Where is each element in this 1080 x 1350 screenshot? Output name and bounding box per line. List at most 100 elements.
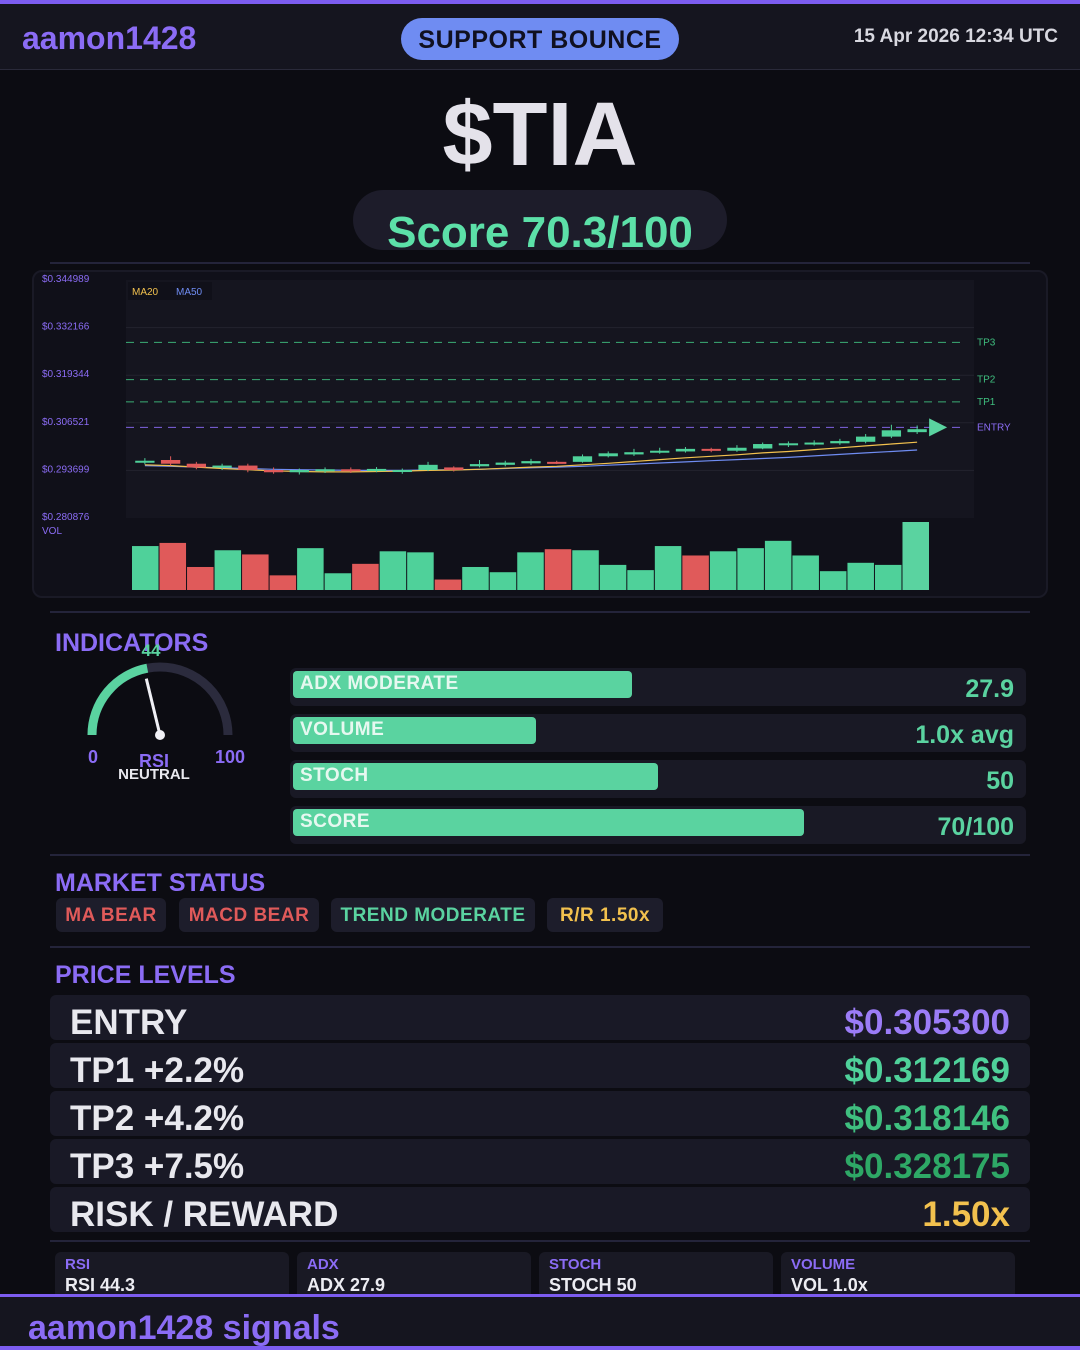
indicator-bar-fill (293, 809, 804, 836)
volume-bar (792, 555, 819, 590)
level-row-risk-reward: RISK / REWARD 1.50x (50, 1187, 1030, 1232)
rsi-gauge-hub (155, 730, 165, 740)
level-value: $0.312169 (844, 1051, 1010, 1088)
candle-body (289, 470, 309, 473)
indicators-title: INDICATORS (55, 629, 209, 657)
level-row-tp2: TP2 +4.2% $0.318146 (50, 1091, 1030, 1136)
status-chip-rr: R/R 1.50x (547, 898, 663, 932)
candle-body (753, 444, 773, 449)
candle-body (392, 470, 412, 473)
candle-body (881, 430, 902, 437)
divider (50, 611, 1030, 613)
indicator-bar-label: ADX MODERATE (300, 673, 459, 694)
rsi-gauge-fill (87, 663, 149, 736)
level-label-tp2: TP2 (977, 375, 996, 386)
level-label: TP2 +4.2% (70, 1099, 245, 1136)
volume-bar (544, 549, 572, 590)
rsi-gauge-track (87, 662, 233, 736)
level-label-tp1: TP1 (977, 397, 996, 408)
market-status-title: MARKET STATUS (55, 869, 266, 897)
candle-body (907, 429, 927, 433)
legend-ma50: MA50 (176, 287, 203, 298)
indicator-bar-volume: VOLUME 1.0x avg (290, 714, 1026, 752)
stat-card-value: STOCH 50 (549, 1275, 637, 1295)
volume-bar (682, 555, 709, 590)
level-value: $0.305300 (844, 1003, 1010, 1040)
indicator-bar-fill (293, 763, 658, 790)
volume-axis-label: VOL (42, 526, 62, 537)
stat-card-label: STOCH (549, 1256, 602, 1273)
ticker-symbol: $TIA (442, 85, 638, 185)
stat-card-volume: VOLUME VOL 1.0x (781, 1252, 1015, 1295)
stat-card-adx: ADX ADX 27.9 (297, 1252, 531, 1295)
rsi-state: NEUTRAL (118, 766, 190, 783)
rsi-max-label: 100 (215, 747, 245, 767)
volume-bar (709, 551, 737, 590)
volume-bar (819, 571, 847, 590)
stat-card-label: RSI (65, 1256, 91, 1273)
indicator-bar-value: 70/100 (937, 813, 1014, 841)
y-axis-tick-label: $0.306521 (42, 417, 90, 428)
indicator-bar-stoch: STOCH 50 (290, 760, 1026, 798)
volume-bar (352, 563, 379, 590)
volume-bar (132, 546, 159, 590)
candle-body (469, 464, 490, 467)
y-axis-tick-label: $0.293699 (42, 464, 90, 475)
candle-body (547, 461, 567, 464)
status-chip-macd: MACD BEAR (179, 898, 319, 932)
rsi-min-label: 0 (88, 747, 98, 767)
candle-body (495, 462, 515, 465)
divider (50, 946, 1030, 948)
volume-bar (407, 552, 434, 590)
volume-bar (269, 575, 297, 590)
indicator-bar-fill (293, 671, 633, 698)
timestamp: 15 Apr 2026 12:34 UTC (853, 26, 1058, 47)
candle-body (160, 460, 181, 464)
volume-bar (214, 550, 242, 590)
volume-bar (654, 546, 682, 590)
candle-body (521, 461, 541, 464)
divider (50, 1240, 1030, 1242)
y-axis-tick-label: $0.344989 (42, 274, 90, 285)
volume-bar (874, 564, 902, 590)
volume-bar (489, 572, 517, 590)
status-chip-ma: MA BEAR (56, 898, 166, 932)
candle-body (341, 469, 361, 472)
candle-body (212, 465, 232, 468)
candle-body (804, 442, 824, 445)
volume-bar (159, 542, 187, 590)
entry-arrow-icon (929, 418, 948, 437)
level-value: 1.50x (922, 1195, 1010, 1232)
volume-bar (324, 573, 352, 590)
indicator-bar-label: VOLUME (300, 719, 385, 740)
volume-bar (737, 548, 764, 590)
indicator-bar-value: 50 (986, 767, 1014, 795)
candle-body (727, 447, 747, 451)
signal-type-badge: SUPPORT BOUNCE (401, 18, 679, 60)
rsi-label: RSI (139, 751, 169, 771)
level-row-tp3: TP3 +7.5% $0.328175 (50, 1139, 1030, 1184)
candle-body (238, 465, 258, 471)
candle-body (366, 468, 387, 472)
volume-bar (434, 579, 462, 590)
volume-bar (379, 551, 407, 590)
rsi-gauge: 44 0 100 RSI NEUTRAL (78, 640, 258, 790)
level-label-tp3: TP3 (977, 337, 996, 348)
level-label: RISK / REWARD (70, 1195, 339, 1232)
indicator-bar-value: 27.9 (965, 675, 1014, 703)
indicator-bar-value: 1.0x avg (915, 721, 1014, 749)
indicator-bar-adx: ADX MODERATE 27.9 (290, 668, 1026, 706)
volume-bar (187, 566, 214, 590)
indicator-bar-label: SCORE (300, 811, 371, 832)
stat-card-stoch: STOCH STOCH 50 (539, 1252, 773, 1295)
rsi-value-text: 44 (142, 641, 161, 660)
stat-card-value: ADX 27.9 (307, 1275, 386, 1295)
level-value: $0.328175 (844, 1147, 1010, 1184)
top-bar: aamon1428 SUPPORT BOUNCE 15 Apr 2026 12:… (0, 0, 1080, 70)
score-text: Score 70.3/100 (387, 208, 693, 250)
chart-plot-area (126, 280, 974, 518)
level-label-entry: ENTRY (977, 422, 1011, 433)
volume-bar (517, 552, 544, 590)
y-axis-tick-label: $0.280876 (42, 512, 90, 523)
divider (50, 262, 1030, 264)
